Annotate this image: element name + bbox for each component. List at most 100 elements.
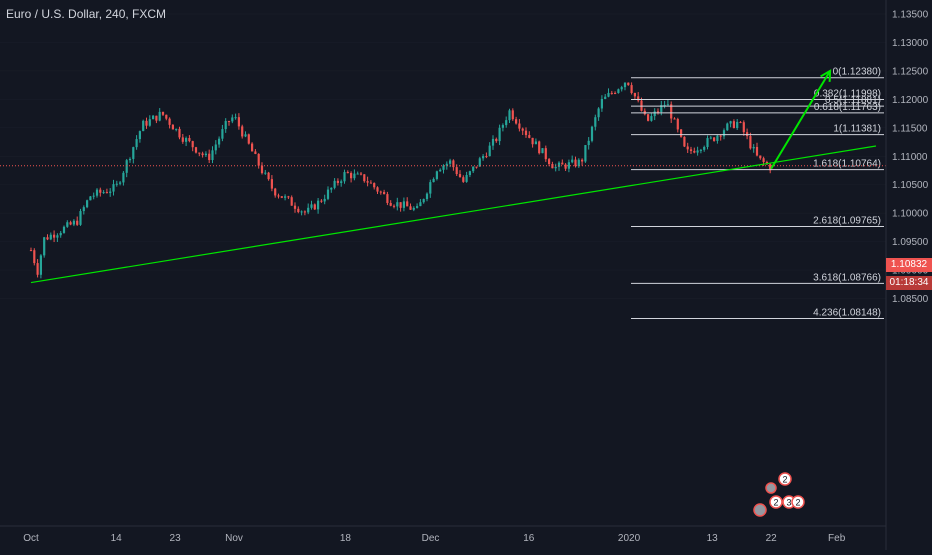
candle-body [534,141,537,145]
candle-body [458,174,462,178]
candle-body [310,204,313,208]
candle-body [29,250,33,252]
candle-body [732,121,735,128]
candle-body [564,164,567,169]
candle-body [548,159,551,165]
price-tick-label: 1.10000 [892,209,929,220]
fib-level-label: 4.236(1.08148) [813,308,881,319]
candle-body [145,120,148,126]
candle-body [43,237,46,256]
candle-body [224,121,227,130]
price-tick-label: 1.12000 [892,95,929,106]
candle-body [112,184,115,192]
projection-arrow-head[interactable] [820,69,832,82]
candle-body [343,172,346,182]
candle-body [696,150,699,153]
candle-body [62,226,66,233]
candle-body [336,180,339,183]
symbol-title[interactable]: Euro / U.S. Dollar, 240, FXCM [6,7,167,21]
drawings[interactable] [0,69,886,284]
trendline[interactable] [30,145,877,284]
candle-body [274,188,277,196]
candle-body [46,237,49,240]
candle-body [544,148,547,160]
candle-body [587,140,590,146]
candle-body [462,177,465,182]
candle-body [264,172,267,174]
candle-body [749,136,752,149]
candle-body [584,145,587,162]
candle-body [515,119,518,124]
candle-body [574,159,577,167]
candle-body [386,194,389,203]
candle-body [102,192,105,194]
price-tick-label: 1.11500 [892,123,928,134]
candle-body [125,160,128,173]
price-tick-label: 1.11000 [892,152,928,163]
candle-body [287,196,290,198]
candle-body [53,234,56,238]
candle-body [452,160,455,168]
candle-body [614,92,617,94]
event-flag-icon[interactable] [765,482,777,494]
candle-body [468,171,471,176]
event-marker-icon[interactable] [778,472,792,486]
time-tick-label: 2020 [618,533,641,544]
candle-body [369,182,372,184]
projection-arrow-shaft[interactable] [770,70,831,170]
fib-level-label: 0.5(1.11881) [825,95,881,106]
fib-level-label: 1.618(1.10764) [813,159,881,170]
candle-body [69,222,72,225]
fib-level-label: 0.382(1.11998) [814,88,881,99]
price-tick-label: 1.10500 [892,180,929,191]
candle-body [251,143,254,152]
candle-body [138,131,141,140]
time-tick-label: 13 [707,533,719,544]
time-tick-label: 14 [111,533,123,544]
candle-body [571,159,574,163]
grid [0,13,886,299]
candle-body [293,205,297,209]
candle-body [383,192,386,195]
candle-body [412,207,415,210]
candle-body [656,111,660,113]
candle-body [699,149,702,151]
candle-body [660,105,663,112]
candle-body [759,155,762,159]
fib-level-label: 0.618(1.11763) [814,102,881,113]
time-axis[interactable]: Oct 14 23 Nov 18 Dec 16 2020 13 22 Feb [0,525,886,544]
candle-body [637,96,640,101]
candle-body [148,119,151,126]
candle-body [346,172,349,174]
candle-body [472,166,475,172]
fibonacci-extension[interactable]: 0(1.12380) 0.382(1.11998)0.5(1.11881)0.61… [631,67,884,320]
candle-body [132,147,135,159]
time-tick-label: Feb [828,533,846,544]
event-flag-icon[interactable] [753,503,767,517]
price-axis[interactable]: 1.13500 1.13000 1.12500 1.12000 1.11500 1.110… [885,0,929,550]
candle-body [66,222,69,227]
candle-body [257,153,260,166]
candle-body [703,146,706,150]
candle-body [36,263,39,275]
bar-countdown-badge: 01:18:34 [886,276,932,290]
candle-body [363,174,366,182]
candle-body [485,156,488,158]
event-marker-icon[interactable] [769,495,783,509]
price-tick-label: 1.13500 [892,10,929,21]
candle-body [270,179,273,189]
candle-body [39,255,42,275]
time-tick-label: 23 [170,533,182,544]
candle-body [528,135,531,138]
candle-body [561,162,564,165]
candle-body [155,115,158,121]
event-markers[interactable]: 22 3 2 [753,472,805,517]
candle-body [59,232,62,236]
candle-body [673,118,676,120]
candle-body [402,201,405,208]
candle-body [633,93,636,97]
event-marker-icon[interactable] [791,495,805,509]
candle-body [610,92,613,94]
